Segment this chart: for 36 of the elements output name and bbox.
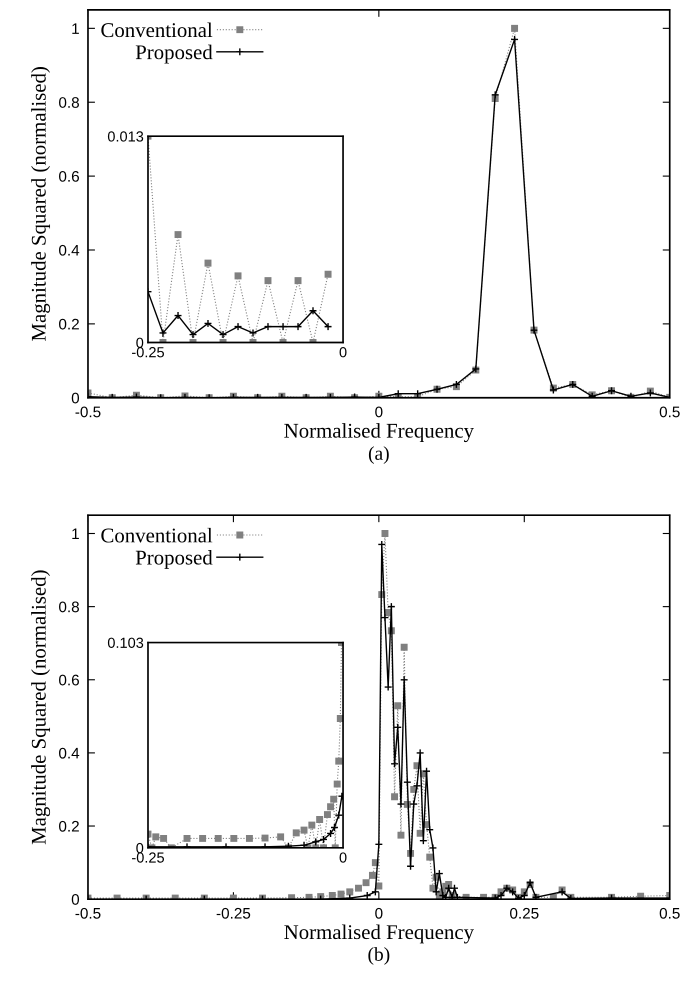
x-tick-label: -0.25 xyxy=(132,852,164,863)
y-tick-label: 0 xyxy=(72,392,80,404)
text: (b) xyxy=(368,947,390,965)
x-tick-label: 0.5 xyxy=(660,406,680,418)
y-tick-label: 0.2 xyxy=(59,318,79,330)
x-axis-title: Normalised Frequency xyxy=(284,423,474,442)
x-axis-title: Normalised Frequency xyxy=(284,924,474,944)
legend-label: Conventional xyxy=(101,22,212,38)
y-axis-title: Magnitude Squared (normalised) xyxy=(31,67,50,341)
y-tick-label: 0.6 xyxy=(59,170,79,182)
legend-label: Proposed xyxy=(136,44,212,64)
legend-label: Conventional xyxy=(101,528,212,542)
x-tick-label: 0.5 xyxy=(660,908,680,919)
x-tick-label: -0.25 xyxy=(216,908,250,919)
y-tick-label: 0.8 xyxy=(59,601,79,612)
text: (a) xyxy=(368,446,389,464)
x-tick-label: -0.5 xyxy=(75,406,100,418)
y-tick-label: 0.103 xyxy=(108,638,144,648)
y-tick-label: 0 xyxy=(136,338,144,348)
x-tick-label: -0.25 xyxy=(132,347,164,358)
x-tick-label: 0.25 xyxy=(510,908,539,919)
y-tick-label: 0.6 xyxy=(59,674,79,686)
legend-label: Proposed xyxy=(136,550,212,569)
y-tick-label: 0 xyxy=(72,894,80,905)
x-tick-label: -0.5 xyxy=(75,908,100,919)
y-tick-label: 0.4 xyxy=(59,244,80,256)
y-tick-label: 0.013 xyxy=(108,131,144,142)
y-tick-label: 1 xyxy=(72,23,79,34)
y-tick-label: 0.8 xyxy=(59,97,79,108)
y-tick-label: 0.2 xyxy=(59,820,79,832)
y-axis-title: Magnitude Squared (normalised) xyxy=(31,570,50,844)
x-tick-label: 0 xyxy=(375,406,382,418)
x-tick-label: 0 xyxy=(375,908,382,919)
y-tick-label: 0.4 xyxy=(59,748,80,759)
y-tick-label: 1 xyxy=(72,528,79,540)
y-tick-label: 0 xyxy=(136,842,144,854)
